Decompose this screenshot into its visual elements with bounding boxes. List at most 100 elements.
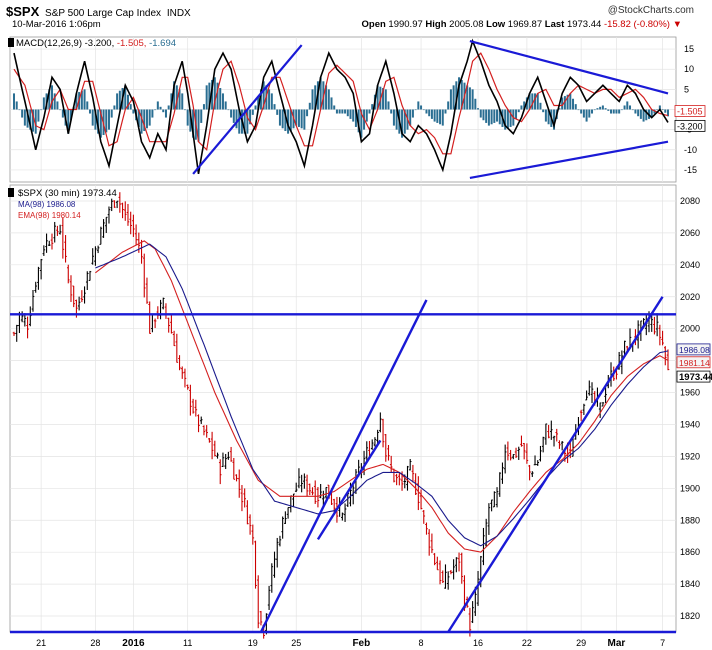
histogram-bar [387,101,390,110]
ma-98-line [95,243,669,547]
histogram-bar [604,108,607,110]
x-tick-label: 2016 [122,638,145,649]
histogram-bar [588,109,591,118]
histogram-bar [618,109,621,114]
histogram-bar [31,109,34,132]
x-tick-label: 19 [248,638,258,648]
price-trendline [447,296,664,633]
histogram-bar [482,109,485,121]
price-panel-frame [9,184,677,633]
histogram-bar [444,109,447,114]
histogram-bar [91,109,94,126]
chart-date: 10-Mar-2016 1:06pm [12,19,101,30]
histogram-bar [40,109,43,111]
histogram-bar [230,109,233,118]
low-value: 1969.87 [507,19,543,30]
histogram-bar [520,105,523,110]
histogram-bar [126,94,129,110]
price-y-tick-label: 1840 [680,579,700,589]
histogram-bar [354,109,357,127]
x-tick-label: 22 [522,638,532,648]
histogram-bar [458,77,461,110]
price-y-tick-label: 1920 [680,451,700,461]
histogram-bar [580,109,583,114]
macd-y-tick-label: 5 [684,84,689,94]
last-label: Last [544,19,565,30]
histogram-bar [585,109,588,122]
last-value: 1973.44 [566,19,602,30]
histogram-bar [577,109,580,111]
histogram-bar [13,93,15,110]
histogram-bar [403,109,406,134]
histogram-bar [175,85,178,110]
histogram-bar [276,109,279,115]
histogram-bar [441,109,444,126]
histogram-bar [645,109,648,121]
histogram-bar [219,88,222,110]
histogram-bar [227,109,230,111]
histogram-bar [523,101,526,110]
price-value-tag [676,370,711,383]
histogram-bar [365,109,368,122]
histogram-bar [221,93,224,110]
histogram-bar [42,97,45,110]
histogram-bar [53,93,56,110]
histogram-bar [164,109,167,118]
histogram-bar [563,96,566,110]
histogram-bar [257,97,260,110]
histogram-bar [479,109,482,118]
histogram-bar [607,109,610,111]
histogram-bar [154,109,157,111]
histogram-bar [21,109,24,118]
histogram-bar [539,102,542,110]
histogram-bar [612,109,615,114]
histogram-bar [15,101,18,110]
price-y-tick-label: 1860 [680,547,700,557]
histogram-bar [48,89,51,110]
macd-y-tick-label: 10 [684,64,694,74]
histogram-bar [468,87,471,110]
histogram-bar [544,109,547,122]
histogram-bar [428,109,431,117]
ohlc-stats: Open 1990.97 High 2005.08 Low 1969.87 La… [362,19,683,30]
histogram-bar [246,109,249,134]
histogram-bar [561,97,564,110]
histogram-bar [664,109,667,113]
histogram-bar [333,105,336,110]
histogram-bar [303,109,306,130]
macd-trendline [469,39,669,95]
histogram-bar [531,93,534,110]
histogram-bar [466,85,469,110]
histogram-bar [235,109,238,129]
histogram-bar [192,109,195,138]
histogram-bar [411,109,414,118]
histogram-bar [490,109,493,125]
histogram-bar [186,109,189,126]
histogram-bar [384,89,387,110]
histogram-bar [205,85,208,110]
histogram-bar [311,89,314,110]
open-label: Open [361,19,386,30]
histogram-bar [97,109,100,134]
histogram-bar [409,109,412,126]
histogram-bar [420,105,423,110]
high-label: High [425,19,447,30]
histogram-bar [515,109,518,119]
histogram-bar [610,109,613,114]
x-tick-label: 28 [90,638,100,648]
histogram-bar [116,93,119,110]
histogram-bar [650,109,653,118]
histogram-bar [509,109,512,127]
histogram-bar [297,109,300,127]
x-tick-label: Mar [608,638,626,649]
histogram-bar [504,109,507,130]
histogram-bar [287,109,290,134]
macd-line [13,38,669,175]
histogram-bar [69,109,72,121]
histogram-bar [439,109,442,125]
histogram-bar [352,109,355,122]
histogram-bar [289,109,292,131]
histogram-bar [569,93,572,110]
histogram-bar [477,108,480,110]
histogram-bar [658,105,661,110]
